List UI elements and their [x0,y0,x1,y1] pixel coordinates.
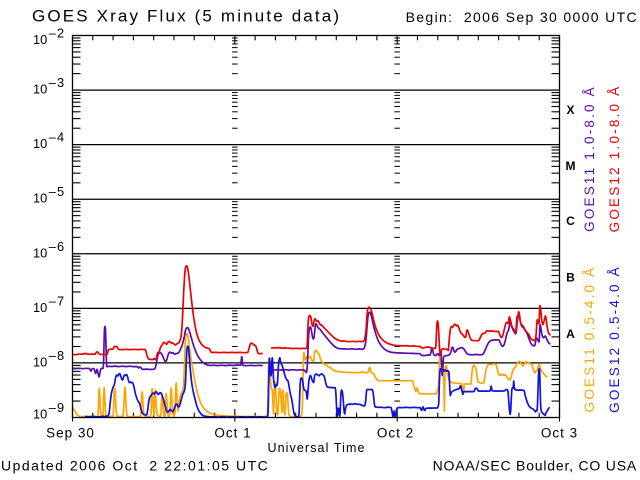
svg-text:GOES Xray Flux (5 minute data): GOES Xray Flux (5 minute data) [32,7,341,26]
svg-text:M: M [566,159,576,173]
svg-text:Oct 1: Oct 1 [214,426,251,441]
svg-text:Updated 2006 Oct 2 22:01:05 U: Updated 2006 Oct 2 22:01:05 UTC [1,458,269,474]
svg-text:GOES11 0.5-4.0 Å: GOES11 0.5-4.0 Å [582,266,597,413]
svg-text:Oct 3: Oct 3 [541,426,578,441]
svg-text:X: X [566,103,574,117]
svg-text:Oct 2: Oct 2 [377,426,414,441]
svg-text:GOES11 1.0-8.0 Å: GOES11 1.0-8.0 Å [582,85,597,232]
svg-text:Begin: 2006 Sep 30 0000 UTC: Begin: 2006 Sep 30 0000 UTC [406,9,638,25]
svg-text:GOES12 1.0-8.0 Å: GOES12 1.0-8.0 Å [607,85,622,233]
svg-text:Universal Time: Universal Time [267,441,365,455]
svg-text:NOAA/SEC Boulder, CO USA: NOAA/SEC Boulder, CO USA [433,458,637,474]
svg-text:B: B [566,271,575,285]
svg-text:GOES12 0.5-4.0 Å: GOES12 0.5-4.0 Å [607,265,622,413]
svg-text:A: A [566,327,575,341]
svg-text:C: C [566,214,575,228]
svg-text:Sep 30: Sep 30 [46,426,95,441]
